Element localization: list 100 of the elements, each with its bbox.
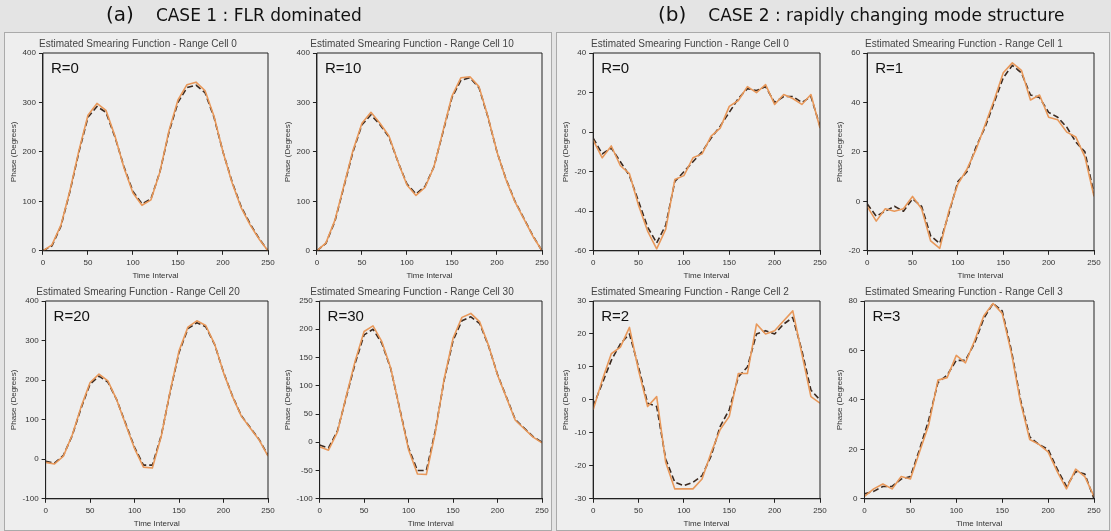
y-tick-label: -50 [301,465,314,475]
y-tick-label: 0 [34,454,40,464]
y-tick-label: 60 [848,345,859,355]
x-tick-label: 250 [261,257,276,267]
y-axis-title: Phase (Degrees) [283,121,292,183]
y-tick-label: 20 [577,87,587,97]
x-tick-label: 0 [43,505,49,515]
annotation: R=2 [601,306,630,324]
y-tick-label: 0 [308,437,314,447]
x-tick-label: 150 [172,505,187,515]
x-tick-label: 50 [634,257,644,267]
x-tick-label: 150 [995,505,1010,515]
y-tick-label: 400 [25,296,40,306]
chart-title: Estimated Smearing Function - Range Cell 30 [310,285,515,297]
y-tick-label: 0 [581,395,587,405]
y-axis-title: Phase (Degrees) [9,369,18,431]
annotation: R=0 [50,58,79,76]
text: (b) [658,2,687,26]
y-tick-label: 50 [303,409,314,419]
text: (a) [106,2,134,26]
chart-title: Estimated Smearing Function - Range Cell 10 [310,37,515,49]
chart-title: Estimated Smearing Function - Range Cell 0 [39,37,238,49]
y-tick-label: 80 [848,296,859,306]
y-axis-title: Phase (Degrees) [835,369,844,431]
y-tick-label: 30 [577,296,587,306]
chart-title: Estimated Smearing Function - Range Cell 0 [591,37,790,49]
y-tick-label: -100 [296,494,314,503]
y-tick-label: 400 [22,48,37,58]
y-tick-label: 250 [299,296,314,306]
x-tick-label: 100 [401,505,416,515]
chart-title: Estimated Smearing Function - Range Cell 3 [865,285,1064,297]
x-tick-label: 100 [126,257,141,267]
x-tick-label: 200 [1041,257,1056,267]
x-tick-label: 0 [864,257,870,267]
chart-title: Estimated Smearing Function - Range Cell 2 [591,285,790,297]
x-tick-label: 0 [590,505,596,515]
x-axis-title: Time Interval [683,519,730,529]
y-axis-title: Phase (Degrees) [835,121,844,183]
y-tick-label: -100 [22,494,40,503]
x-axis-title: Time Interval [956,519,1003,529]
x-tick-label: 250 [535,257,550,267]
x-tick-label: 150 [996,257,1011,267]
y-tick-label: 300 [25,335,40,345]
y-axis-title: Phase (Degrees) [561,369,570,431]
x-tick-label: 50 [634,505,644,515]
x-tick-label: 200 [490,505,505,515]
y-axis-title: Phase (Degrees) [561,121,570,183]
x-tick-label: 50 [83,257,93,267]
x-tick-label: 200 [767,505,782,515]
annotation: R=3 [872,306,901,324]
chart-title: Estimated Smearing Function - Range Cell 1 [865,37,1064,49]
text: CASE 1 : FLR dominated [155,5,362,25]
y-tick-label: 0 [853,494,859,503]
y-tick-label: 20 [577,329,587,339]
y-tick-label: 200 [296,147,311,157]
x-tick-label: 50 [908,257,918,267]
y-tick-label: 150 [299,352,314,362]
x-tick-label: 150 [171,257,186,267]
y-tick-label: 40 [577,48,587,58]
y-tick-label: -60 [574,246,587,255]
y-tick-label: -20 [848,246,861,255]
y-tick-label: -10 [574,428,587,438]
x-tick-label: 50 [359,505,370,515]
y-tick-label: 400 [296,48,311,58]
y-axis-title: Phase (Degrees) [283,369,292,431]
annotation: R=30 [327,306,364,324]
y-tick-label: 40 [848,395,859,405]
x-axis-title: Time Interval [133,519,180,529]
x-tick-label: 200 [490,257,505,267]
y-tick-label: 40 [851,97,861,107]
y-tick-label: 300 [296,97,311,107]
annotation: R=20 [53,306,90,324]
y-tick-label: 100 [296,196,311,206]
x-tick-label: 250 [261,505,276,515]
y-tick-label: 0 [31,246,37,255]
y-tick-label: 20 [848,444,859,454]
y-tick-label: -30 [574,494,587,503]
x-tick-label: 100 [951,257,966,267]
y-tick-label: 200 [25,375,40,385]
x-tick-label: 200 [216,505,231,515]
text: CASE 2 : rapidly changing mode structure [708,5,1065,25]
x-tick-label: 250 [535,505,550,515]
annotation: R=10 [324,58,362,76]
x-tick-label: 50 [85,505,96,515]
x-tick-label: 250 [1087,505,1102,515]
x-axis-title: Time Interval [407,519,454,529]
x-axis-title: Time Interval [406,271,453,281]
x-tick-label: 150 [722,257,737,267]
x-tick-label: 200 [767,257,782,267]
x-tick-label: 200 [1041,505,1056,515]
y-tick-label: 20 [851,147,861,157]
y-tick-label: 0 [305,246,311,255]
y-tick-label: 200 [22,147,37,157]
x-axis-title: Time Interval [957,271,1004,281]
y-tick-label: -40 [574,206,587,216]
annotation: R=1 [875,58,904,76]
y-tick-label: 0 [855,196,861,206]
y-tick-label: 0 [581,127,587,137]
x-axis-title: Time Interval [683,271,730,281]
x-tick-label: 200 [216,257,231,267]
